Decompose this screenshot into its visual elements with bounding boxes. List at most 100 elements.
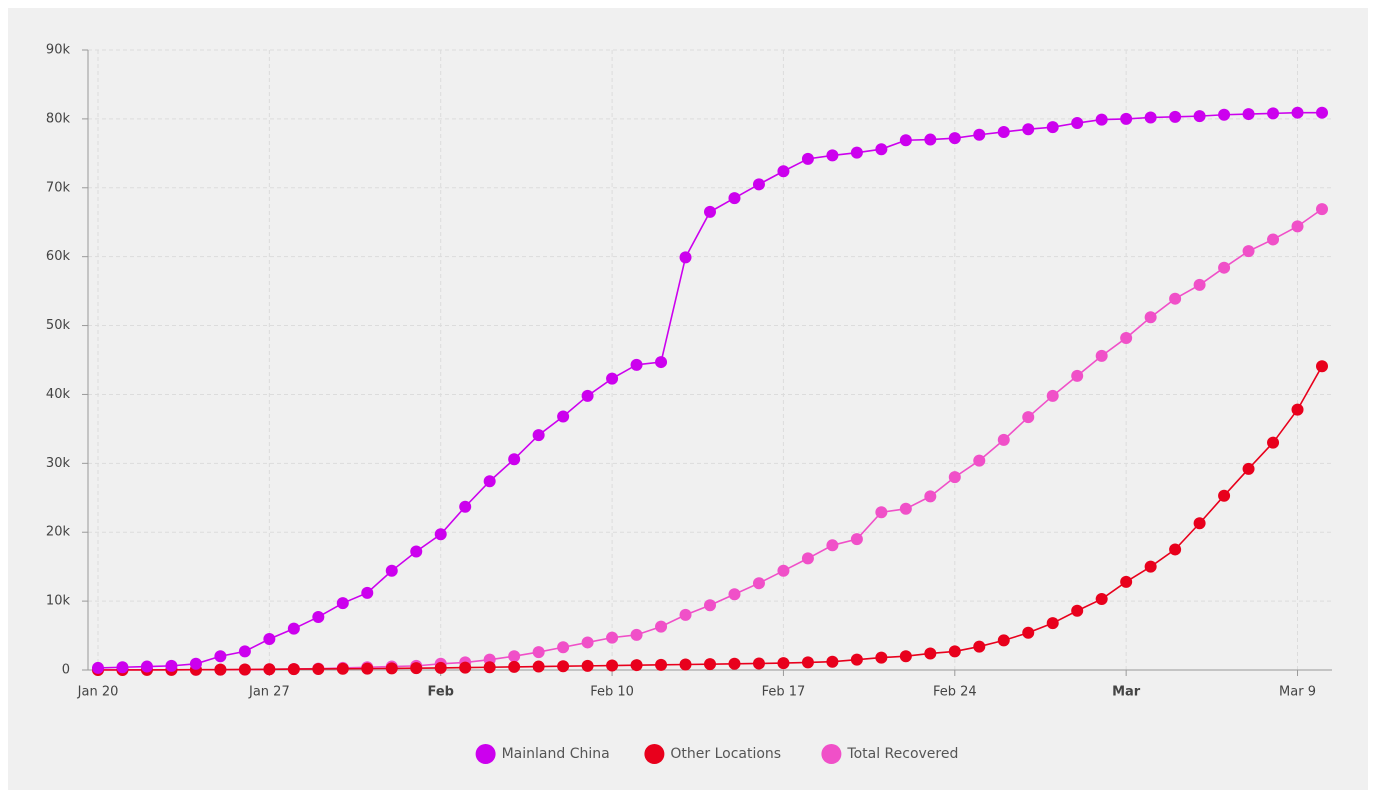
data-point bbox=[557, 660, 570, 673]
data-point bbox=[116, 661, 129, 674]
y-tick-label: 50k bbox=[46, 318, 71, 333]
data-point bbox=[1022, 123, 1035, 136]
data-point bbox=[1144, 311, 1157, 324]
data-point bbox=[899, 502, 912, 515]
data-point bbox=[1218, 489, 1231, 502]
x-tick-label: Mar 9 bbox=[1279, 685, 1316, 700]
data-point bbox=[1218, 261, 1231, 274]
data-point bbox=[1022, 411, 1035, 424]
data-point bbox=[483, 661, 496, 674]
data-point bbox=[336, 597, 349, 610]
data-point bbox=[850, 533, 863, 546]
data-point bbox=[581, 659, 594, 672]
data-point bbox=[973, 640, 986, 653]
data-point bbox=[924, 647, 937, 660]
data-point bbox=[630, 358, 643, 371]
data-point bbox=[606, 372, 619, 385]
y-tick-label: 20k bbox=[46, 525, 71, 540]
data-point bbox=[557, 641, 570, 654]
data-point bbox=[997, 433, 1010, 446]
data-point bbox=[1316, 106, 1328, 119]
data-point bbox=[630, 659, 643, 672]
data-point bbox=[801, 552, 814, 565]
data-point bbox=[287, 622, 300, 635]
data-point bbox=[728, 192, 741, 205]
data-point bbox=[606, 659, 619, 672]
data-point bbox=[997, 125, 1010, 138]
data-point bbox=[948, 471, 961, 484]
data-point bbox=[924, 133, 937, 146]
legend-label: Mainland China bbox=[502, 746, 610, 762]
data-point bbox=[238, 663, 251, 676]
data-point bbox=[801, 656, 814, 669]
data-point bbox=[1169, 543, 1182, 556]
data-point bbox=[630, 628, 643, 641]
data-point bbox=[655, 356, 668, 369]
data-point bbox=[1095, 593, 1108, 606]
x-tick-label: Feb 24 bbox=[933, 685, 977, 700]
data-point bbox=[826, 655, 839, 668]
data-point bbox=[508, 453, 521, 466]
data-point bbox=[238, 645, 251, 658]
data-point bbox=[1291, 106, 1304, 119]
data-point bbox=[606, 631, 619, 644]
data-point bbox=[655, 658, 668, 671]
data-point bbox=[1193, 517, 1206, 530]
data-point bbox=[312, 610, 325, 623]
data-point bbox=[899, 650, 912, 663]
legend-swatch bbox=[821, 744, 842, 764]
data-point bbox=[532, 660, 545, 673]
data-point bbox=[581, 389, 594, 402]
data-point bbox=[1267, 436, 1280, 449]
data-point bbox=[1120, 575, 1133, 588]
data-point bbox=[1242, 245, 1255, 258]
data-point bbox=[899, 134, 912, 147]
series bbox=[92, 106, 1328, 674]
data-point bbox=[1046, 389, 1059, 402]
legend-item: Total Recovered bbox=[821, 744, 958, 764]
data-point bbox=[532, 646, 545, 659]
data-point bbox=[1046, 617, 1059, 630]
data-point bbox=[655, 620, 668, 633]
data-point bbox=[434, 528, 447, 541]
data-point bbox=[1120, 112, 1133, 125]
data-point bbox=[1071, 604, 1084, 617]
data-point bbox=[1120, 331, 1133, 344]
x-tick-label: Feb 10 bbox=[590, 685, 634, 700]
series bbox=[92, 360, 1328, 676]
data-point bbox=[777, 657, 790, 670]
data-point bbox=[875, 651, 888, 664]
data-point bbox=[483, 475, 496, 488]
data-point bbox=[385, 564, 398, 577]
data-point bbox=[263, 633, 276, 645]
data-point bbox=[924, 490, 937, 503]
data-point bbox=[410, 662, 423, 675]
legend-item: Other Locations bbox=[644, 744, 781, 764]
data-point bbox=[557, 410, 570, 423]
data-point bbox=[777, 165, 790, 178]
data-point bbox=[263, 663, 276, 676]
data-point bbox=[214, 663, 227, 676]
data-point bbox=[581, 636, 594, 649]
data-point bbox=[948, 132, 961, 145]
data-point bbox=[508, 650, 521, 663]
data-point bbox=[140, 660, 153, 673]
data-point bbox=[973, 128, 986, 141]
y-tick-label: 30k bbox=[46, 456, 71, 471]
data-point bbox=[361, 586, 374, 599]
data-point bbox=[1169, 110, 1182, 123]
data-point bbox=[1046, 121, 1059, 134]
data-point bbox=[1291, 220, 1304, 233]
x-tick-label: Feb bbox=[427, 685, 453, 700]
y-tick-label: 40k bbox=[46, 387, 71, 402]
x-tick-label: Feb 17 bbox=[762, 685, 806, 700]
data-point bbox=[973, 454, 986, 467]
data-point bbox=[704, 658, 716, 671]
legend-item: Mainland China bbox=[475, 744, 610, 764]
data-point bbox=[1144, 111, 1157, 124]
data-point bbox=[704, 205, 716, 218]
data-point bbox=[850, 146, 863, 159]
data-point bbox=[728, 588, 741, 601]
legend-swatch bbox=[475, 744, 496, 764]
